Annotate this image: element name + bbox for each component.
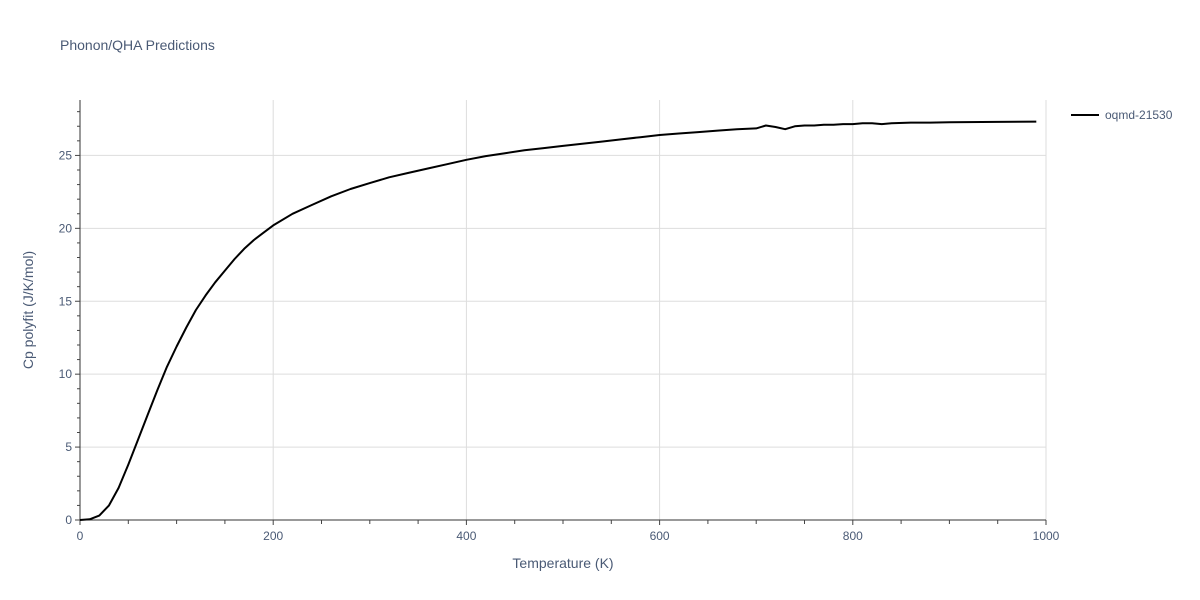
- legend-label: oqmd-21530: [1105, 108, 1173, 122]
- y-tick-label: 15: [59, 294, 73, 308]
- y-tick-label: 25: [59, 148, 73, 162]
- y-tick-label: 5: [65, 440, 72, 454]
- y-tick-labels: 0 5 10 15 20 25: [59, 148, 73, 527]
- x-tick-label: 600: [650, 529, 670, 543]
- series-line-oqmd-21530: [79, 120, 1037, 521]
- y-tick-label: 0: [65, 513, 72, 527]
- gridlines: [80, 100, 1047, 520]
- x-tick-label: 800: [843, 529, 863, 543]
- x-tick-label: 400: [456, 529, 476, 543]
- x-tick-label: 200: [263, 529, 283, 543]
- x-axis-title: Temperature (K): [512, 555, 613, 571]
- y-tick-label: 20: [59, 221, 73, 235]
- legend[interactable]: oqmd-21530: [1071, 108, 1173, 122]
- y-axis-title: Cp polyfit (J/K/mol): [20, 251, 36, 369]
- x-tick-labels: 0 200 400 600 800 1000: [77, 529, 1060, 543]
- series-group: [79, 120, 1037, 521]
- axes: [75, 100, 1047, 525]
- x-tick-label: 0: [77, 529, 84, 543]
- y-tick-label: 10: [59, 367, 73, 381]
- chart-title: Phonon/QHA Predictions: [60, 37, 215, 53]
- x-tick-label: 1000: [1033, 529, 1060, 543]
